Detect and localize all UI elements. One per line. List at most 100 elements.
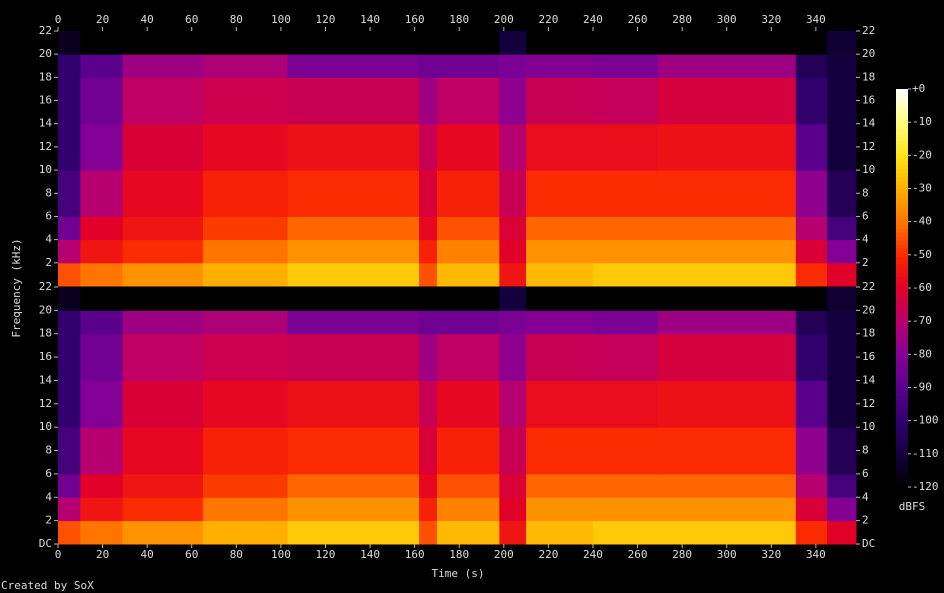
spectrum-cell [592, 380, 659, 428]
spectrum-cell [287, 333, 420, 381]
spectrum-cell [122, 520, 204, 545]
y-tick-label: 8 [862, 444, 869, 457]
spectrum-cell [436, 333, 500, 381]
spectrum-cell [592, 31, 659, 55]
spectrum-cell [827, 380, 857, 428]
spectrum-cell [80, 123, 124, 171]
spectrum-cell [436, 77, 500, 125]
y-tick-label: 2 [45, 514, 52, 527]
x-tick-label: 80 [230, 548, 243, 561]
spectrum-cell [80, 427, 124, 475]
colorbar-label: dBFS [899, 500, 926, 513]
spectrum-cell [592, 310, 659, 335]
y-tick-label: 18 [39, 327, 52, 340]
spectrum-cell [58, 497, 81, 522]
spectrum-cell [436, 310, 500, 335]
colorbar-band [896, 252, 908, 257]
colorbar-band [896, 92, 908, 98]
y-tick-label: 22 [39, 24, 52, 37]
x-tick-label: 300 [717, 13, 737, 26]
spectrum-cell [827, 333, 857, 381]
colorbar-band [896, 303, 908, 309]
spectrum-cell [436, 473, 500, 498]
spectrum-cell [657, 31, 797, 55]
colorbar-band [896, 140, 908, 146]
y-tick-label: 2 [862, 514, 869, 527]
spectrum-cell [58, 333, 81, 381]
spectrum-cell [80, 497, 124, 522]
spectrum-cell [287, 31, 420, 55]
spectrum-cell [827, 497, 857, 522]
spectrum-cell [827, 216, 857, 241]
y-tick-label: 16 [39, 350, 52, 363]
colorbar-band [896, 415, 908, 420]
x-tick-label: 180 [449, 13, 469, 26]
colorbar-band [896, 455, 908, 460]
colorbar-tick-label: -30 [912, 182, 932, 195]
spectrum-cell [202, 54, 289, 78]
spectrum-cell [657, 239, 797, 264]
spectrum-cell [657, 380, 797, 428]
spectrum-cell [827, 262, 857, 287]
colorbar-band [896, 164, 908, 170]
spectrum-cell [202, 239, 289, 264]
spectrum-cell [80, 262, 124, 287]
spectrum-cell [657, 473, 797, 498]
x-tick-label: 40 [141, 548, 154, 561]
colorbar-band [896, 104, 908, 110]
y-tick-label: 4 [862, 233, 869, 246]
spectrum-cell [827, 239, 857, 264]
colorbar-band [896, 220, 908, 225]
colorbar-band [896, 451, 908, 456]
spectrum-cell [419, 239, 438, 264]
spectrum-cell [58, 473, 81, 498]
x-tick-label: 220 [538, 13, 558, 26]
spectrum-cell [795, 333, 828, 381]
spectrum-cell [499, 31, 527, 55]
x-axis-title: Time (s) [432, 567, 485, 580]
colorbar-band [896, 327, 908, 333]
spectrum-cell [827, 31, 857, 55]
y-tick-label: 8 [862, 186, 869, 199]
spectrum-cell [436, 287, 500, 311]
spectrum-cell [657, 262, 797, 287]
spectrum-cell [58, 262, 81, 287]
spectrum-cell [499, 497, 527, 522]
y-tick-label: 10 [862, 163, 875, 176]
spectrum-cell [795, 239, 828, 264]
spectrum-cell [80, 287, 124, 311]
spectrum-cell [80, 333, 124, 381]
spectrum-cell [526, 520, 594, 545]
spectrum-cell [122, 123, 204, 171]
spectrum-cell [499, 473, 527, 498]
x-tick-label: 60 [185, 548, 198, 561]
y-tick-label: 14 [862, 117, 876, 130]
spectrum-cell [419, 170, 438, 217]
spectrum-cell [287, 497, 420, 522]
colorbar-band [896, 128, 908, 134]
spectrum-cell [58, 216, 81, 241]
spectrum-cell [592, 333, 659, 381]
y-tick-label: 18 [862, 70, 875, 83]
spectrum-cell [657, 287, 797, 311]
colorbar-band [896, 391, 908, 396]
colorbar-band [896, 268, 908, 273]
colorbar-band [896, 431, 908, 436]
spectrum-cell [58, 287, 81, 311]
spectrum-cell [526, 216, 594, 241]
spectrum-cell [657, 77, 797, 125]
colorbar-band [896, 224, 908, 229]
spectrum-cell [287, 310, 420, 335]
y-tick-label: DC [39, 537, 52, 550]
x-tick-label: 120 [316, 548, 336, 561]
spectrum-cell [795, 216, 828, 241]
spectrum-cell [795, 520, 828, 545]
spectrum-cell [202, 310, 289, 335]
colorbar-band [896, 447, 908, 452]
spectrum-cell [80, 216, 124, 241]
colorbar-band [896, 228, 908, 233]
colorbar-band [896, 423, 908, 428]
spectrum-cell [795, 31, 828, 55]
spectrum-cell [795, 262, 828, 287]
